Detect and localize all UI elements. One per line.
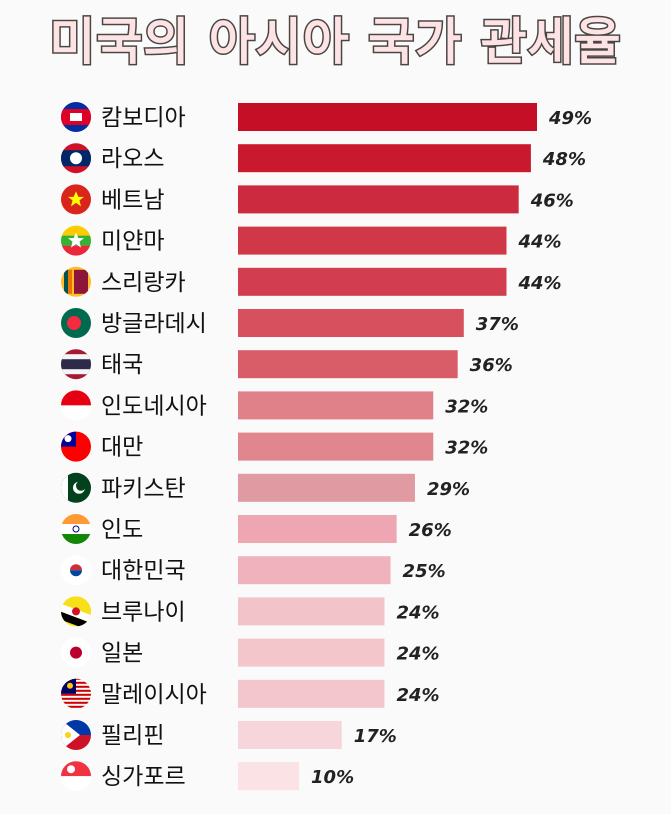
value-label: 48% — [542, 149, 586, 170]
category-label: 베트남 — [101, 187, 164, 213]
bar — [238, 103, 537, 131]
value-label: 24% — [396, 602, 439, 623]
category-label: 필리핀 — [101, 723, 164, 749]
value-label: 44% — [517, 232, 561, 253]
value-label: 24% — [396, 644, 439, 665]
india-flag-icon — [61, 514, 91, 544]
category-label: 캄보디아 — [101, 105, 186, 131]
bar — [238, 556, 391, 585]
sri-lanka-flag-icon — [61, 266, 91, 297]
bar — [238, 638, 385, 667]
bar — [238, 185, 519, 214]
singapore-flag-icon — [61, 761, 91, 792]
category-label: 일본 — [101, 641, 143, 667]
category-label: 파키스탄 — [101, 476, 186, 502]
category-label: 인도 — [101, 517, 143, 543]
value-label: 17% — [354, 726, 397, 747]
value-label: 46% — [530, 190, 574, 211]
value-label: 49% — [548, 108, 592, 129]
bar — [238, 226, 507, 255]
pakistan-flag-icon — [61, 472, 91, 503]
bar — [238, 391, 434, 420]
category-label: 인도네시아 — [101, 393, 207, 419]
value-label: 10% — [311, 767, 354, 788]
myanmar-flag-icon — [61, 225, 91, 256]
malaysia-flag-icon — [61, 678, 91, 708]
category-label: 방글라데시 — [101, 311, 207, 337]
category-label: 싱가포르 — [101, 764, 186, 790]
category-label: 말레이시아 — [101, 682, 207, 708]
taiwan-flag-icon — [61, 431, 91, 462]
south-korea-flag-icon — [61, 555, 91, 586]
category-label: 대한민국 — [101, 558, 186, 584]
indonesia-flag-icon — [61, 390, 91, 421]
chart-title: 미국의 아시아 국가 관세율 — [48, 12, 622, 73]
value-label: 25% — [403, 561, 446, 582]
value-label: 37% — [476, 314, 519, 335]
japan-flag-icon — [61, 637, 91, 668]
category-label: 스리랑카 — [101, 270, 186, 296]
bar — [238, 515, 397, 543]
bar — [238, 597, 385, 626]
value-label: 29% — [427, 479, 470, 500]
value-label: 36% — [470, 355, 513, 376]
category-label: 태국 — [101, 352, 143, 378]
category-label: 미얀마 — [101, 229, 164, 255]
category-label: 대만 — [101, 435, 143, 461]
brunei-flag-icon — [61, 596, 91, 627]
bar — [238, 350, 458, 379]
bar — [238, 267, 507, 296]
bar — [238, 762, 300, 791]
philippines-flag-icon — [61, 720, 91, 750]
cambodia-flag-icon — [61, 102, 91, 132]
value-label: 32% — [445, 438, 488, 459]
value-label: 24% — [396, 685, 439, 706]
bar — [238, 721, 342, 749]
vietnam-flag-icon — [61, 184, 91, 215]
value-label: 44% — [517, 273, 561, 294]
bangladesh-flag-icon — [61, 308, 91, 338]
value-label: 32% — [445, 396, 488, 417]
category-label: 브루나이 — [101, 599, 186, 625]
bar — [238, 144, 531, 173]
bar — [238, 309, 464, 337]
bar — [238, 473, 415, 502]
category-label: 라오스 — [101, 146, 164, 172]
bar — [238, 679, 385, 708]
laos-flag-icon — [61, 143, 91, 174]
bar — [238, 432, 434, 461]
value-label: 26% — [409, 520, 452, 541]
thailand-flag-icon — [61, 349, 91, 380]
